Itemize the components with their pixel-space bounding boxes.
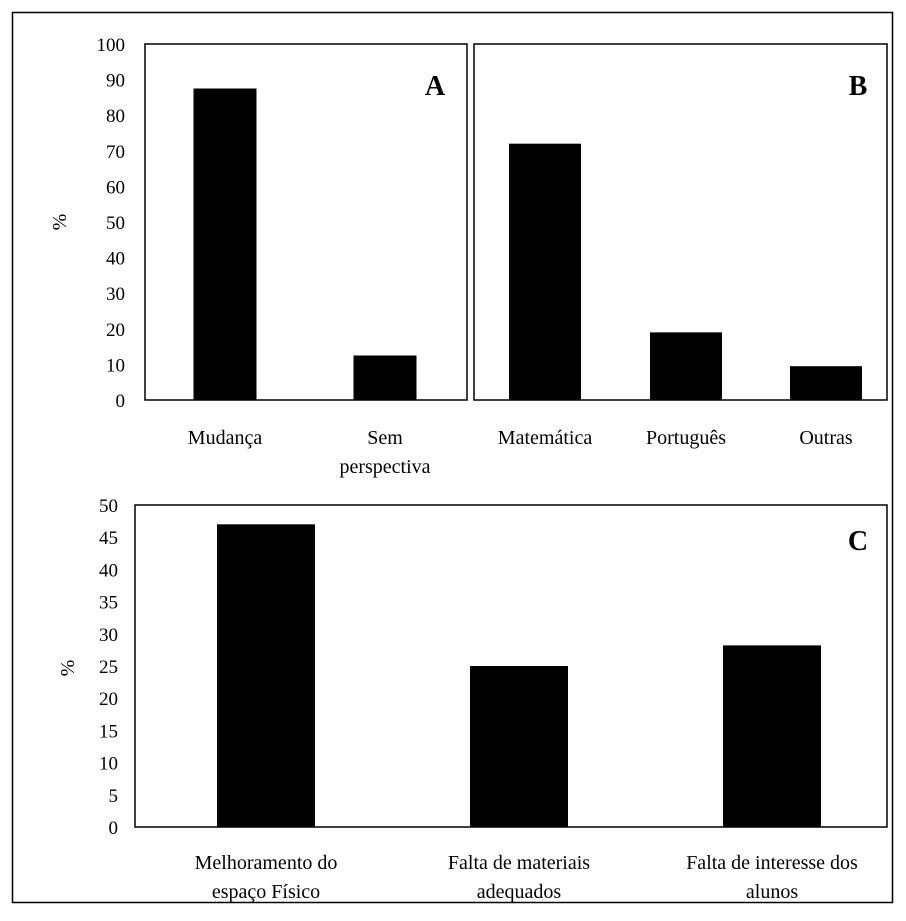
panel-a-category-label-1-line-0: Sem [367,427,403,449]
panel-a-plot-frame [144,43,468,401]
panel-a-y-tick-1: 10 [106,355,125,376]
panel-a-y-axis-label: % [49,214,71,231]
outer-border [11,11,894,904]
panel-b-category-label-1: Português [646,427,726,449]
panel-c-y-tick-2: 10 [99,754,118,775]
panel-b-bar-1 [650,332,722,400]
panel-c-y-tick-5: 25 [99,657,118,678]
panel-a: A % 0 10 20 30 40 50 60 70 80 90 100 Mudança Sem per… [49,35,468,478]
panel-a-y-tick-8: 80 [106,106,125,127]
panel-c-category-label-0-line-0: Melhoramento do [195,852,338,874]
panel-c-y-tick-3: 15 [99,721,118,742]
panel-c-category-label-1-line-0: Falta de materiais [448,852,590,874]
panel-c-y-tick-6: 30 [99,625,118,646]
panel-c-y-tick-9: 45 [99,528,118,549]
panel-c-y-tick-0: 0 [109,818,119,839]
panel-c-y-axis-label: % [57,660,79,677]
panel-c-letter: C [848,526,868,557]
panel-c-bar-2 [723,645,821,827]
panel-b-category-label-0: Matemática [498,427,593,449]
panel-a-bar-0 [193,88,257,400]
panel-c-y-tick-1: 5 [109,786,119,807]
panel-a-letter: A [425,71,446,102]
panel-c-y-tick-8: 40 [99,560,118,581]
panel-b-bar-2 [790,366,862,400]
panel-a-y-tick-6: 60 [106,177,125,198]
panel-a-category-label-1-line-1: perspectiva [339,456,430,478]
panel-b-bars [509,143,862,400]
panel-a-y-tick-0: 0 [116,391,126,412]
panel-a-bars [193,88,417,400]
panel-a-category-labels: Mudança Sem perspectiva [188,427,431,478]
panel-a-y-tick-4: 40 [106,249,125,270]
panel-b-category-label-2: Outras [799,427,853,449]
panel-a-y-tick-9: 90 [106,71,125,92]
panel-c: C % 0 5 10 15 20 25 30 35 40 45 50 Melhoramento do… [57,496,888,903]
panel-c-bar-1 [470,666,568,827]
panel-a-y-ticks: 0 10 20 30 40 50 60 70 80 90 100 [97,35,126,412]
panel-c-y-tick-10: 50 [99,496,118,517]
panel-c-bar-0 [217,524,315,827]
panel-a-y-tick-5: 50 [106,213,125,234]
panel-a-category-label-0: Mudança [188,427,263,449]
panel-b-bar-0 [509,143,581,400]
panel-a-y-tick-2: 20 [106,320,125,341]
panel-a-y-tick-3: 30 [106,284,125,305]
panel-c-y-tick-4: 20 [99,689,118,710]
panel-a-y-tick-7: 70 [106,142,125,163]
panel-c-category-label-1-line-1: adequados [477,881,562,903]
panel-c-category-labels: Melhoramento do espaço Físico Falta de mat… [195,852,858,903]
panel-c-category-label-2-line-1: alunos [746,881,798,903]
panel-a-y-tick-10: 100 [97,35,126,56]
panel-c-y-ticks: 0 5 10 15 20 25 30 35 40 45 50 [99,496,118,839]
panel-c-category-label-0-line-1: espaço Físico [212,881,320,903]
panel-b-category-labels: Matemática Português Outras [498,427,853,449]
panel-c-bars [217,524,821,827]
panel-c-y-tick-7: 35 [99,593,118,614]
panel-b-letter: B [849,71,868,102]
panel-b: B Matemática Português Outras [473,43,888,449]
panel-c-category-label-2-line-0: Falta de interesse dos [686,852,858,874]
panel-a-bar-1 [353,355,417,400]
